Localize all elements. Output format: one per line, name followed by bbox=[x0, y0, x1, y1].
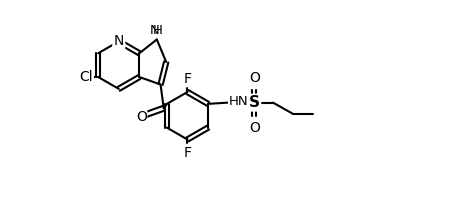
Text: O: O bbox=[136, 110, 147, 124]
Text: HN: HN bbox=[229, 95, 248, 108]
Text: Cl: Cl bbox=[80, 70, 93, 84]
Text: N: N bbox=[150, 24, 160, 37]
Text: F: F bbox=[184, 146, 191, 160]
Text: N: N bbox=[113, 34, 124, 48]
Text: S: S bbox=[249, 95, 260, 110]
Text: O: O bbox=[249, 121, 260, 135]
Text: F: F bbox=[184, 72, 192, 86]
Text: O: O bbox=[249, 70, 260, 84]
Text: H: H bbox=[153, 24, 162, 37]
